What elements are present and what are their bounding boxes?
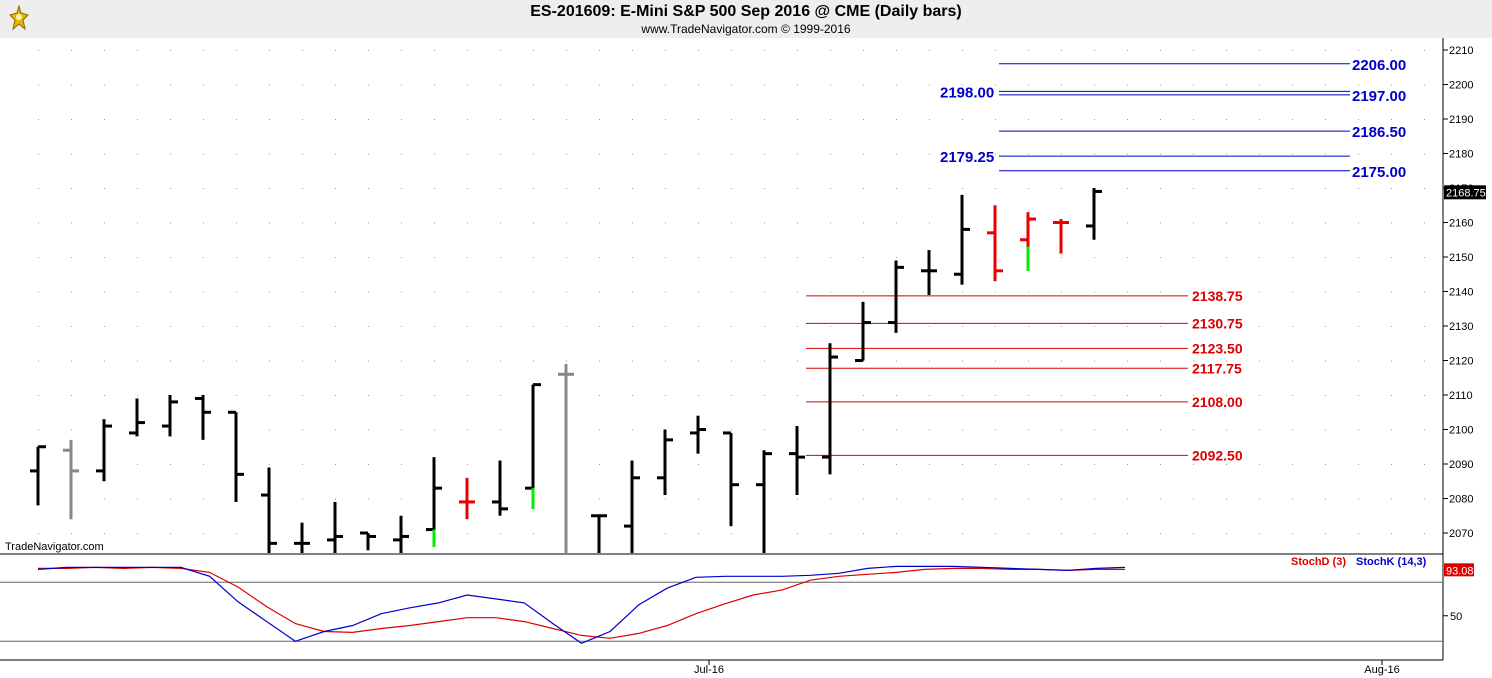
price-tick-label: 2070 bbox=[1449, 528, 1473, 540]
resistance-label: 2197.00 bbox=[1352, 88, 1406, 105]
support-label: 2130.75 bbox=[1192, 315, 1243, 331]
stochastic-panel: 50 93.08 StochD (3) StochK (14,3) bbox=[0, 556, 1474, 644]
resistance-label: 2179.25 bbox=[940, 149, 994, 166]
price-tick-label: 2150 bbox=[1449, 252, 1473, 264]
resistance-label: 2186.50 bbox=[1352, 124, 1406, 141]
time-tick-label: Aug-16 bbox=[1364, 664, 1399, 676]
price-levels: 2206.00 2198.00 2197.00 2186.50 2179.25 2175.… bbox=[806, 57, 1406, 463]
last-price-tag bbox=[1444, 185, 1486, 200]
stoch-line bbox=[38, 566, 1125, 639]
price-tick-label: 2110 bbox=[1449, 390, 1473, 402]
ohlc-bars bbox=[30, 188, 1102, 553]
stoch-legend-d: StochD (3) bbox=[1291, 556, 1346, 568]
trade-navigator-logo-icon bbox=[9, 4, 29, 31]
resistance-label: 2206.00 bbox=[1352, 57, 1406, 74]
time-tick-label: Jul-16 bbox=[694, 664, 724, 676]
stoch-tick-label: 50 bbox=[1450, 611, 1462, 623]
price-tick-label: 2080 bbox=[1449, 494, 1473, 506]
watermark: TradeNavigator.com bbox=[5, 541, 104, 553]
price-tick-label: 2210 bbox=[1449, 45, 1473, 57]
chart-title: ES-201609: E-Mini S&P 500 Sep 2016 @ CME… bbox=[530, 3, 962, 20]
support-label: 2117.75 bbox=[1192, 360, 1242, 376]
price-tick-label: 2190 bbox=[1449, 114, 1473, 126]
support-label: 2108.00 bbox=[1192, 394, 1243, 410]
price-tick-label: 2200 bbox=[1449, 80, 1473, 92]
support-label: 2123.50 bbox=[1192, 340, 1243, 356]
resistance-label: 2198.00 bbox=[940, 84, 994, 101]
stoch-legend-k: StochK (14,3) bbox=[1356, 556, 1427, 568]
price-tick-label: 2120 bbox=[1449, 356, 1473, 368]
resistance-label: 2175.00 bbox=[1352, 164, 1406, 181]
chart-subtitle: www.TradeNavigator.com © 1999-2016 bbox=[641, 22, 851, 36]
last-price-label: 2168.75 bbox=[1446, 187, 1486, 199]
price-tick-label: 2100 bbox=[1449, 425, 1473, 437]
support-label: 2138.75 bbox=[1192, 288, 1243, 304]
price-tick-label: 2160 bbox=[1449, 218, 1473, 230]
stoch-last-tag bbox=[1444, 563, 1474, 577]
price-tick-label: 2130 bbox=[1449, 321, 1473, 333]
price-tick-label: 2090 bbox=[1449, 459, 1473, 471]
price-axis: 2070 2080 2090 2100 2110 2120 2130 2140 2150 2160… bbox=[0, 38, 1486, 661]
price-tick-label: 2180 bbox=[1449, 149, 1473, 161]
stoch-last-label: 93.08 bbox=[1446, 565, 1474, 577]
time-axis: Jul-16 Aug-16 bbox=[694, 660, 1400, 676]
stoch-line bbox=[37, 565, 1126, 644]
support-label: 2092.50 bbox=[1192, 447, 1243, 463]
price-tick-label: 2140 bbox=[1449, 287, 1473, 299]
chart-header: ES-201609: E-Mini S&P 500 Sep 2016 @ CME… bbox=[0, 0, 1492, 38]
